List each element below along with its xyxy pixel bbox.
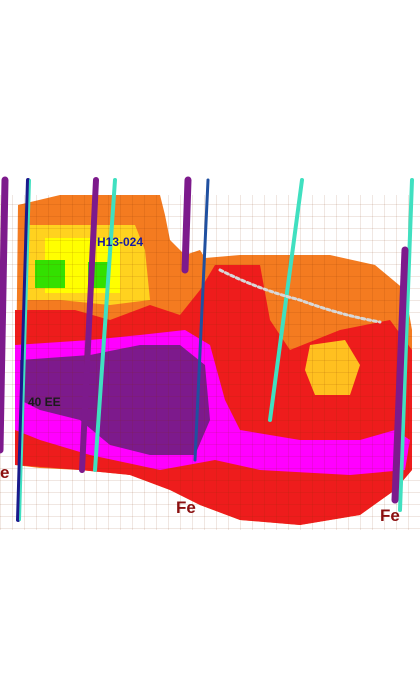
drillhole-trace bbox=[398, 178, 414, 512]
block-grid bbox=[0, 195, 420, 530]
element-label: e bbox=[0, 463, 9, 482]
drillhole-label: H13-024 bbox=[97, 235, 143, 249]
drillholes bbox=[0, 176, 414, 522]
section-trace bbox=[218, 268, 382, 324]
drillhole-trace bbox=[0, 176, 9, 454]
drillhole-trace bbox=[79, 177, 99, 473]
drillhole-trace bbox=[193, 178, 210, 462]
drillhole-trace bbox=[181, 176, 192, 274]
drillhole-trace bbox=[268, 178, 304, 422]
drillhole-trace bbox=[19, 179, 31, 521]
block-model bbox=[0, 195, 420, 530]
drillhole-trace bbox=[16, 178, 30, 522]
element-label: Fe bbox=[380, 506, 400, 525]
drillhole-trace bbox=[391, 246, 409, 504]
drillhole-trace bbox=[93, 178, 117, 472]
zone-label: 40 EE bbox=[28, 395, 61, 409]
element-label: Fe bbox=[176, 498, 196, 517]
